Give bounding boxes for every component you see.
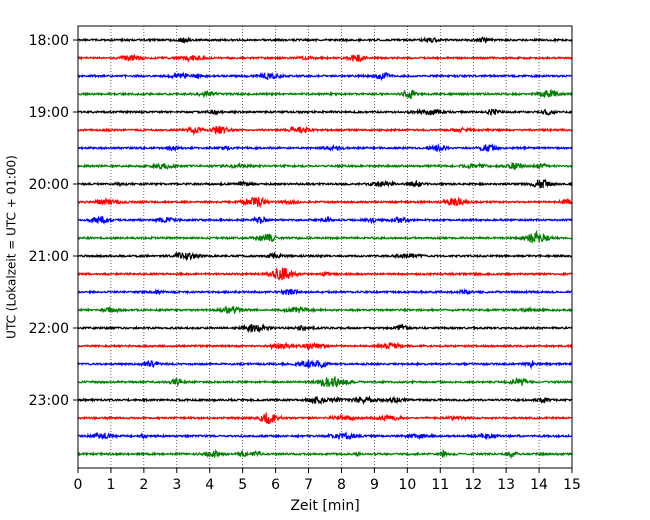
trace-2015 [77,196,573,209]
x-tick-label: 1 [106,477,115,493]
trace-2100 [77,251,573,262]
x-tick-label: 8 [337,477,346,493]
x-tick-label: 5 [238,477,247,493]
x-axis-label: Zeit [min] [290,498,359,514]
trace-2330 [77,431,573,441]
trace-1830 [77,71,573,82]
x-tick-label: 9 [370,477,379,493]
trace-2215 [77,341,573,352]
trace-2245 [77,375,573,388]
x-tick-label: 11 [431,477,449,493]
x-tick-label: 2 [139,477,148,493]
x-tick-label: 3 [172,477,181,493]
trace-2000 [77,178,573,189]
x-tick-label: 14 [530,477,548,493]
trace-2045 [77,229,573,244]
trace-1945 [77,161,573,171]
trace-2145 [77,305,573,315]
trace-1800 [77,35,573,44]
trace-2030 [77,215,573,225]
trace-2200 [77,323,573,334]
y-tick-label: 22:00 [29,321,69,337]
x-axis-ticks: 0 1 2 3 4 5 6 7 8 9 10 11 12 13 14 15 [74,468,581,493]
trace-2130 [77,288,573,296]
trace-lines [77,35,573,460]
trace-2315 [77,412,573,424]
trace-1930 [77,142,573,153]
x-tick-label: 4 [205,477,214,493]
trace-2115 [77,266,573,281]
x-tick-label: 15 [563,477,581,493]
plot-frame [77,25,573,469]
y-tick-label: 18:00 [29,33,69,49]
trace-1900 [77,108,573,116]
x-tick-label: 10 [398,477,416,493]
trace-2345 [77,448,573,460]
trace-1815 [77,53,573,64]
x-tick-label: 13 [497,477,515,493]
trace-2230 [77,359,573,370]
y-tick-label: 23:00 [29,393,69,409]
trace-1915 [77,125,573,136]
y-axis-ticks: 18:00 19:00 20:00 21:00 22:00 23:00 [29,33,78,409]
x-tick-label: 12 [464,477,482,493]
x-tick-label: 6 [271,477,280,493]
trace-2300 [77,395,573,406]
trace-1845 [77,88,573,100]
y-tick-label: 21:00 [29,249,69,265]
y-axis-label: UTC (Lokalzeit = UTC + 01:00) [5,155,19,339]
x-tick-label: 7 [304,477,313,493]
x-tick-label: 0 [74,477,83,493]
y-tick-label: 19:00 [29,105,69,121]
y-tick-label: 20:00 [29,177,69,193]
